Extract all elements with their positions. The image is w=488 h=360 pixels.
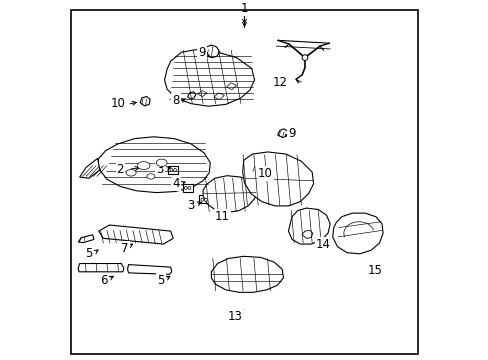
Polygon shape (204, 45, 219, 58)
Text: 15: 15 (366, 264, 382, 277)
Polygon shape (277, 129, 287, 138)
Polygon shape (199, 195, 209, 203)
Polygon shape (203, 176, 257, 212)
Ellipse shape (146, 174, 155, 179)
Circle shape (184, 186, 187, 189)
Ellipse shape (126, 170, 136, 176)
Polygon shape (182, 184, 192, 192)
Ellipse shape (156, 159, 167, 166)
Text: 6: 6 (100, 274, 107, 287)
Text: 12: 12 (272, 76, 286, 89)
Polygon shape (99, 225, 173, 244)
Polygon shape (127, 265, 171, 274)
Polygon shape (80, 158, 100, 178)
Text: 4: 4 (172, 177, 180, 190)
Polygon shape (197, 91, 206, 96)
Polygon shape (140, 96, 150, 106)
Polygon shape (168, 166, 178, 174)
Polygon shape (226, 83, 236, 90)
Polygon shape (187, 92, 196, 99)
Polygon shape (78, 235, 94, 243)
Text: 3: 3 (156, 163, 163, 176)
Circle shape (302, 55, 307, 60)
Circle shape (187, 186, 190, 189)
Text: 1: 1 (240, 3, 248, 15)
Polygon shape (332, 213, 382, 254)
Text: 9: 9 (198, 46, 205, 59)
Ellipse shape (137, 162, 150, 170)
Text: 13: 13 (227, 310, 243, 323)
Polygon shape (288, 208, 329, 244)
Polygon shape (98, 137, 210, 193)
Polygon shape (302, 230, 312, 238)
Circle shape (173, 168, 176, 171)
Text: 10: 10 (257, 167, 272, 180)
Text: 11: 11 (214, 210, 229, 223)
Text: 5: 5 (85, 247, 93, 260)
Text: 7: 7 (121, 242, 128, 255)
Polygon shape (213, 93, 224, 100)
Polygon shape (164, 50, 254, 106)
Text: 3: 3 (186, 199, 194, 212)
Text: 9: 9 (288, 127, 295, 140)
Text: 2: 2 (116, 163, 124, 176)
Circle shape (201, 198, 203, 201)
Circle shape (170, 168, 172, 171)
Text: 14: 14 (315, 238, 330, 251)
Text: 10: 10 (110, 97, 125, 110)
Polygon shape (211, 256, 283, 292)
Polygon shape (251, 164, 261, 173)
Polygon shape (78, 264, 123, 272)
Polygon shape (242, 152, 313, 206)
Circle shape (204, 198, 207, 201)
Text: 8: 8 (172, 94, 180, 107)
Text: 5: 5 (157, 274, 164, 287)
